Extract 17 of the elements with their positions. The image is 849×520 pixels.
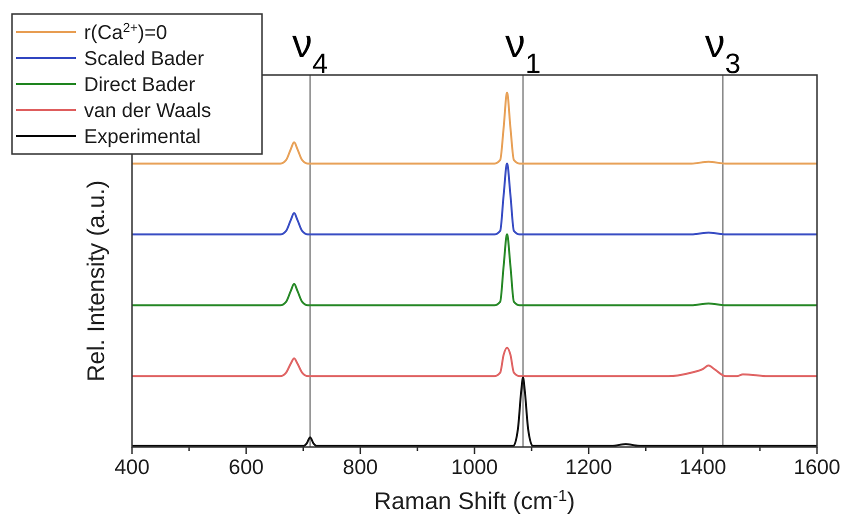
ref-line-label: ν$_{4}$ — [292, 22, 328, 78]
ref-line-label: ν$_{3}$ — [705, 22, 741, 78]
x-tick-label: 400 — [114, 456, 150, 479]
legend-label: van der Waals — [84, 100, 212, 122]
x-tick-label: 1200 — [565, 456, 612, 479]
x-axis-title: Raman Shift (cm$^{-1}$) — [374, 488, 575, 515]
x-tick-label: 1600 — [794, 456, 840, 479]
x-tick-label: 1400 — [679, 456, 726, 479]
x-tick-label: 800 — [342, 456, 378, 479]
legend-label: Direct Bader — [84, 74, 196, 96]
x-tick-label: 600 — [228, 456, 264, 479]
ref-line-label: ν$_{1}$ — [505, 22, 541, 78]
y-axis-title: Rel. Intensity (a.u.) — [83, 180, 110, 382]
x-tick-label: 1000 — [451, 456, 498, 479]
legend-label: r(Ca$^{2+}$)=0 — [84, 20, 168, 44]
legend-label: Experimental — [84, 126, 201, 148]
legend-label: Scaled Bader — [84, 48, 204, 70]
